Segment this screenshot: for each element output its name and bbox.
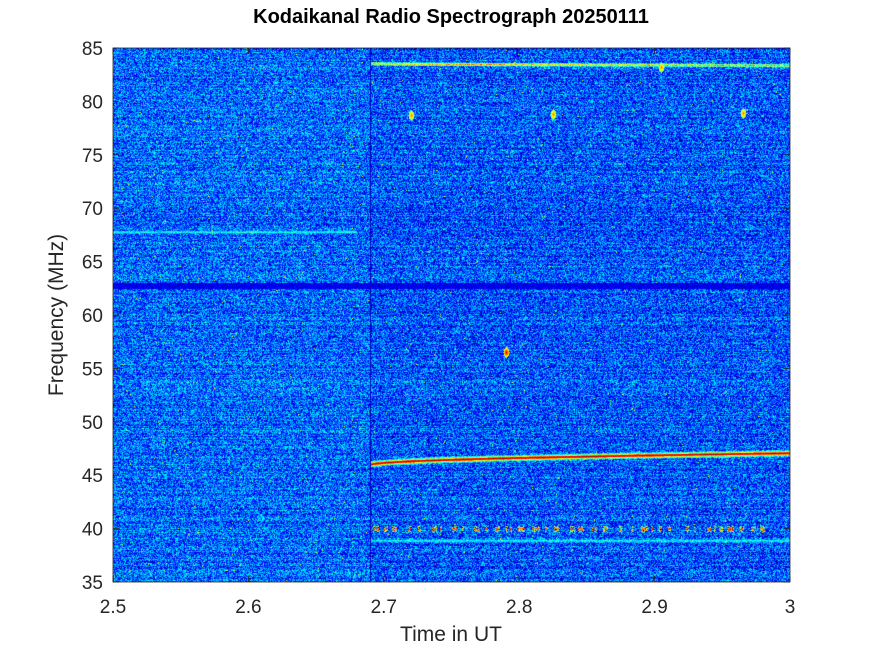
y-tick-label: 85 <box>82 39 103 60</box>
y-tick-label: 35 <box>82 573 103 594</box>
y-tick-label: 60 <box>82 306 103 327</box>
x-axis: 2.5 2.6 2.7 2.8 2.9 3 <box>100 48 796 618</box>
y-axis: 35 40 45 50 55 60 65 70 75 80 85 <box>82 39 790 594</box>
x-tick-label: 3 <box>785 597 796 618</box>
y-tick-label: 45 <box>82 466 103 487</box>
y-tick-label: 65 <box>82 253 103 274</box>
x-tick-label: 2.9 <box>641 597 667 618</box>
y-tick-label: 55 <box>82 359 103 380</box>
y-tick-label: 50 <box>82 413 103 434</box>
x-tick-label: 2.6 <box>235 597 261 618</box>
y-tick-label: 80 <box>82 92 103 113</box>
x-tick-label: 2.7 <box>371 597 397 618</box>
spectrogram-heatmap <box>113 48 790 582</box>
y-tick-label: 40 <box>82 520 103 541</box>
x-tick-label: 2.5 <box>100 597 126 618</box>
x-tick-label: 2.8 <box>506 597 532 618</box>
y-axis-label: Frequency (MHz) <box>45 234 68 396</box>
y-tick-label: 75 <box>82 146 103 167</box>
y-tick-label: 70 <box>82 199 103 220</box>
x-axis-label: Time in UT <box>400 623 502 646</box>
chart-title: Kodaikanal Radio Spectrograph 20250111 <box>253 6 649 28</box>
